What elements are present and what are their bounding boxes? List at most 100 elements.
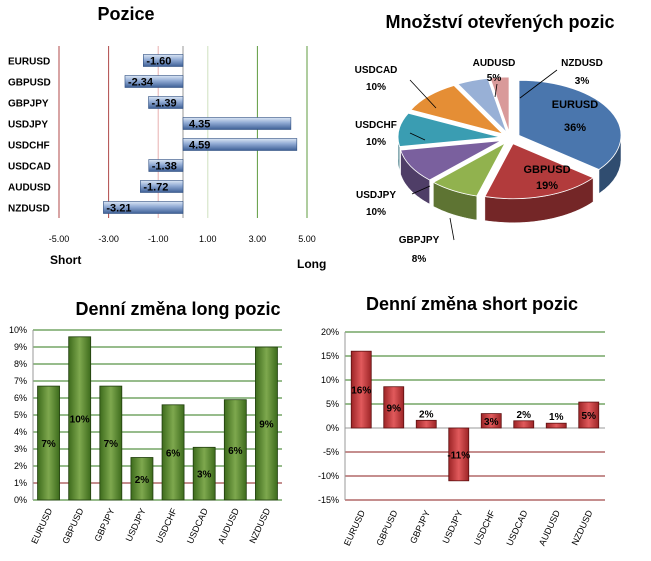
pie-slice-percent-label: 10% <box>366 82 386 93</box>
short-change-category-label: NZDUSD <box>570 508 595 547</box>
short-change-bar <box>513 420 535 429</box>
long-change-category-label: USDCAD <box>185 506 210 545</box>
short-change-bar <box>545 422 567 429</box>
short-change-category-label: AUDUSD <box>537 508 562 547</box>
pie-slice-usdcad <box>410 85 505 135</box>
pie-slice-name-label: USDJPY <box>356 190 396 201</box>
long-change-y-tick: 2% <box>14 461 27 471</box>
pie-slices <box>397 76 622 223</box>
short-change-category-label: USDJPY <box>440 509 464 545</box>
positions-value-label: 4.59 <box>189 140 210 152</box>
long-change-bar <box>161 404 185 501</box>
pie-slice-usdchf <box>397 112 501 147</box>
short-change-value-label: 2% <box>419 409 434 420</box>
long-change-bar <box>255 346 278 501</box>
pie-slice-audusd <box>457 77 508 133</box>
pie-slice-percent-label: 19% <box>536 180 558 192</box>
pie-slice-name-label: GBPJPY <box>399 235 440 246</box>
short-change-chart: Denní změna short pozic 20% 15% 10% 5% 0% -5%… <box>318 294 605 547</box>
pie-slice-eurusd <box>518 79 622 170</box>
pie-leader-line <box>519 69 558 99</box>
long-change-value-label: 9% <box>259 420 274 431</box>
positions-x-tick: 5.00 <box>298 234 316 244</box>
short-change-category-label: EURUSD <box>342 508 367 547</box>
positions-value-label: -1.39 <box>152 98 177 110</box>
pie-slice-name-label: NZDUSD <box>561 58 603 69</box>
short-change-y-tick: 10% <box>321 375 339 385</box>
short-change-value-label: 1% <box>549 412 564 423</box>
long-change-value-label: 3% <box>197 470 212 481</box>
long-change-value-label: 10% <box>70 414 90 425</box>
long-change-category-label: USDCHF <box>154 506 179 545</box>
positions-x-tick: 3.00 <box>249 234 267 244</box>
short-change-y-tick: 20% <box>321 327 339 337</box>
pie-leader-line <box>409 132 426 141</box>
positions-x-tick: -5.00 <box>49 234 70 244</box>
short-change-bars: 16% 9% 2% -11% 3% 2% 1% 5% <box>350 350 600 482</box>
positions-bar <box>143 54 184 67</box>
long-change-bar <box>192 446 216 501</box>
long-change-value-label: 7% <box>41 439 56 450</box>
pie-slice-name-label: USDCAD <box>355 65 398 76</box>
long-change-category-label: GBPUSD <box>60 506 85 545</box>
pie-slice-percent-label: 3% <box>575 76 590 87</box>
short-change-bar <box>578 401 600 429</box>
pie-slice-percent-label: 36% <box>564 122 586 134</box>
long-change-value-label: 7% <box>104 439 119 450</box>
positions-category-label: USDCHF <box>8 141 50 152</box>
long-change-category-label: USDJPY <box>124 507 148 543</box>
long-change-category-label: NZDUSD <box>247 506 272 545</box>
short-change-y-tick: 15% <box>321 351 339 361</box>
long-change-y-ticks: 0% 1% 2% 3% 4% 5% 6% 7% 8% 9% 10% <box>9 325 27 505</box>
positions-chart-title: Pozice <box>97 4 154 24</box>
positions-category-label: GBPJPY <box>8 99 49 110</box>
positions-bar <box>103 201 184 214</box>
long-change-y-tick: 3% <box>14 444 27 454</box>
positions-bar <box>182 138 298 151</box>
pie-slice-name-label: GBPUSD <box>523 164 570 176</box>
positions-category-label: NZDUSD <box>8 204 50 215</box>
long-change-y-tick: 5% <box>14 410 27 420</box>
positions-category-label: AUDUSD <box>8 183 51 194</box>
short-label: Short <box>50 253 81 267</box>
positions-value-label: -3.21 <box>106 203 131 215</box>
long-change-bar <box>68 336 92 501</box>
long-change-bar <box>37 385 60 501</box>
long-change-y-tick: 7% <box>14 376 27 386</box>
positions-category-label: USDCAD <box>8 162 51 173</box>
short-change-bar <box>350 350 372 429</box>
positions-value-label: 4.35 <box>189 119 210 131</box>
short-change-category-label: USDCHF <box>472 508 497 547</box>
long-change-category-label: EURUSD <box>29 506 54 545</box>
pie-leader-line <box>411 185 431 195</box>
pie-slice-gbpusd <box>484 143 594 200</box>
pie-leader-line <box>494 83 498 98</box>
positions-category-label: GBPUSD <box>8 78 51 89</box>
long-change-bar <box>223 399 247 501</box>
long-change-y-tick: 9% <box>14 342 27 352</box>
positions-bar <box>148 159 184 172</box>
positions-x-tick: 1.00 <box>199 234 217 244</box>
short-change-value-label: -11% <box>447 450 470 461</box>
short-change-y-tick: -10% <box>318 471 339 481</box>
pie-leader-line <box>409 79 437 109</box>
short-change-value-label: 5% <box>582 411 597 422</box>
positions-value-label: -1.72 <box>143 182 168 194</box>
short-change-category-label: GBPUSD <box>374 508 399 547</box>
positions-x-ticks: -5.00 -3.00 -1.00 1.00 3.00 5.00 <box>49 234 316 244</box>
positions-value-label: -1.60 <box>146 56 171 68</box>
open-positions-pie-chart: Množství otevřených pozic EURUSD 36% GBPUS… <box>355 12 622 265</box>
long-change-bar <box>130 457 154 501</box>
long-change-category-label: AUDUSD <box>216 506 241 545</box>
long-change-y-tick: 4% <box>14 427 27 437</box>
long-change-y-tick: 8% <box>14 359 27 369</box>
long-change-value-label: 2% <box>135 475 150 486</box>
short-change-bar <box>415 419 437 429</box>
pie-slice-name-label: AUDUSD <box>473 58 516 69</box>
short-change-value-label: 16% <box>351 386 371 397</box>
long-label: Long <box>297 257 326 271</box>
positions-bar <box>182 117 292 130</box>
short-change-y-ticks: 20% 15% 10% 5% 0% -5% -10% -15% <box>318 327 339 505</box>
short-change-bar <box>383 386 405 429</box>
long-change-y-tick: 6% <box>14 393 27 403</box>
